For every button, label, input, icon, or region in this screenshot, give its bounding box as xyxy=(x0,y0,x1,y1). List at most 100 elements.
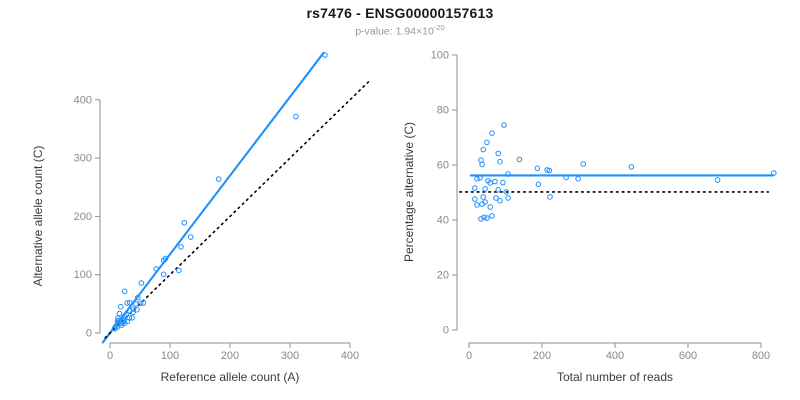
data-point xyxy=(293,113,299,120)
y-tick-label: 100 xyxy=(431,50,449,62)
figure-header: rs7476 - ENSG00000157613 p-value: 1.94×1… xyxy=(0,5,800,38)
data-point xyxy=(575,176,581,182)
data-point xyxy=(130,309,136,316)
data-point xyxy=(534,165,541,172)
data-point xyxy=(474,202,480,208)
data-point xyxy=(135,294,141,301)
data-point xyxy=(133,301,139,307)
data-point xyxy=(501,122,507,128)
data-point xyxy=(119,322,125,329)
x-tick-label: 200 xyxy=(533,350,551,362)
data-point xyxy=(118,320,125,327)
data-point xyxy=(503,189,510,195)
y-tick-label: 80 xyxy=(437,105,449,117)
data-point xyxy=(138,280,145,286)
data-point xyxy=(472,185,478,191)
data-point xyxy=(127,299,133,306)
data-point xyxy=(178,244,184,250)
data-point xyxy=(153,266,159,272)
data-point xyxy=(124,300,130,306)
identity-line xyxy=(104,80,371,339)
data-point xyxy=(114,324,120,331)
data-point xyxy=(546,167,553,174)
y-axis-title: Percentage alternative (C) xyxy=(402,122,416,262)
data-point xyxy=(162,255,169,262)
y-tick-label: 40 xyxy=(437,215,449,227)
data-point xyxy=(500,179,506,186)
x-tick-label: 200 xyxy=(221,350,239,362)
data-point xyxy=(547,194,553,200)
y-tick-label: 400 xyxy=(74,94,92,106)
data-point xyxy=(129,315,135,321)
x-tick-label: 0 xyxy=(466,350,472,362)
data-point xyxy=(480,146,487,153)
data-point xyxy=(487,204,494,210)
data-point xyxy=(516,156,523,163)
data-point xyxy=(134,306,140,313)
x-tick-label: 100 xyxy=(161,350,179,362)
data-point xyxy=(176,267,182,274)
data-point xyxy=(117,303,124,310)
data-point xyxy=(771,170,777,176)
data-point xyxy=(480,194,487,200)
y-tick-label: 0 xyxy=(443,325,449,337)
data-point xyxy=(628,164,635,170)
data-point xyxy=(477,175,483,181)
y-tick-label: 0 xyxy=(86,328,92,340)
y-tick-label: 100 xyxy=(74,269,92,281)
data-point xyxy=(493,195,499,201)
data-point xyxy=(130,306,137,313)
plot-subtitle: p-value: 1.94×10-20 xyxy=(0,23,800,38)
pvalue-text: p-value: 1.94×10 xyxy=(355,25,434,38)
data-point xyxy=(497,158,503,165)
x-tick-label: 800 xyxy=(752,350,770,362)
data-point xyxy=(123,312,129,318)
data-point xyxy=(187,234,194,240)
data-point xyxy=(484,215,490,221)
x-tick-label: 600 xyxy=(679,350,697,362)
data-point xyxy=(474,176,480,182)
data-point xyxy=(487,180,494,186)
data-point xyxy=(489,130,495,136)
data-point xyxy=(479,201,485,207)
data-point xyxy=(714,177,721,183)
y-tick-label: 300 xyxy=(74,153,92,165)
x-axis-title: Total number of reads xyxy=(557,370,673,384)
data-point xyxy=(505,195,511,201)
data-point xyxy=(121,288,128,295)
x-tick-label: 0 xyxy=(107,350,113,362)
data-point xyxy=(137,300,144,307)
data-point xyxy=(484,139,490,146)
fit-line xyxy=(101,51,325,344)
data-point xyxy=(181,220,188,226)
data-point xyxy=(535,181,542,188)
y-tick-label: 200 xyxy=(74,211,92,223)
x-tick-label: 400 xyxy=(341,350,359,362)
data-point xyxy=(492,178,498,185)
data-point xyxy=(497,198,503,204)
data-point xyxy=(140,300,147,306)
y-tick-label: 60 xyxy=(437,160,449,172)
x-tick-label: 300 xyxy=(281,350,299,362)
data-point xyxy=(563,174,569,181)
data-point xyxy=(505,171,511,177)
x-tick-label: 400 xyxy=(606,350,624,362)
data-point xyxy=(495,187,502,193)
data-point xyxy=(479,161,485,168)
data-point xyxy=(489,213,495,219)
data-point xyxy=(495,150,502,157)
data-point xyxy=(116,310,123,317)
data-point xyxy=(482,186,488,192)
data-point xyxy=(160,271,167,278)
y-axis-title: Alternative allele count (C) xyxy=(31,146,45,287)
data-point xyxy=(580,161,587,167)
plot-title: rs7476 - ENSG00000157613 xyxy=(306,5,494,21)
y-tick-label: 20 xyxy=(437,270,449,282)
data-point xyxy=(472,196,478,202)
data-point xyxy=(322,52,328,58)
x-axis-title: Reference allele count (A) xyxy=(161,370,300,384)
data-point xyxy=(215,176,222,182)
pvalue-exponent: -20 xyxy=(433,23,445,32)
data-point xyxy=(481,214,487,221)
